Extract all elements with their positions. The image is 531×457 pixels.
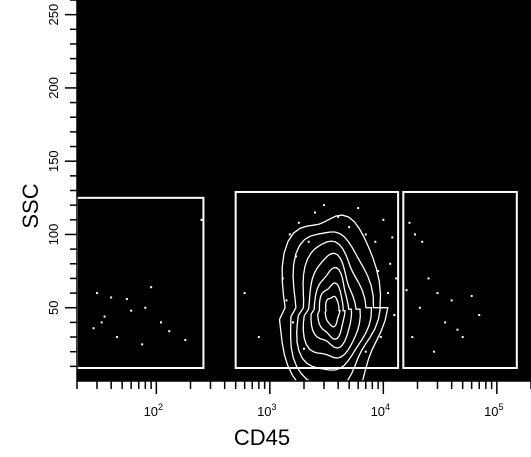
y-tick-label: 250 (46, 4, 61, 26)
data-point (470, 295, 473, 298)
y-tick-label: 150 (46, 150, 61, 172)
contour-4 (302, 252, 361, 359)
y-tick-label: 50 (46, 300, 61, 314)
x-tick-label: 103 (257, 402, 276, 419)
data-point (377, 270, 380, 273)
data-point (348, 226, 351, 229)
data-point (285, 299, 288, 302)
data-point (391, 236, 394, 239)
data-point (387, 292, 390, 295)
data-point (141, 343, 144, 346)
x-axis-label: CD45 (233, 425, 291, 450)
data-point (144, 306, 147, 309)
data-point (436, 292, 439, 295)
data-point (322, 204, 325, 207)
data-point (168, 330, 171, 333)
data-point (150, 286, 153, 289)
data-point (130, 309, 133, 312)
contour-1 (278, 214, 389, 415)
points-layer (92, 204, 481, 353)
data-point (364, 233, 367, 236)
x-tick-label: 102 (144, 402, 163, 419)
contour-7 (324, 295, 341, 328)
data-point (92, 327, 95, 330)
data-point (413, 233, 416, 236)
contour-6 (317, 282, 346, 340)
data-point (125, 297, 128, 300)
contour-5 (310, 266, 353, 349)
y-axis-label: SSC (18, 183, 43, 229)
data-point (395, 277, 398, 280)
data-point (478, 314, 481, 317)
data-point (294, 255, 297, 258)
data-point (427, 277, 430, 280)
y-tick-label: 100 (46, 224, 61, 246)
data-point (408, 221, 411, 224)
data-point (288, 233, 291, 236)
data-point (389, 262, 392, 265)
data-point (110, 296, 113, 299)
data-point (100, 321, 103, 324)
data-point (405, 289, 408, 292)
data-point (95, 292, 98, 295)
data-point (418, 306, 421, 309)
data-point (307, 240, 310, 243)
contour-3 (296, 240, 373, 371)
data-point (184, 338, 187, 341)
data-point (200, 218, 203, 221)
data-point (411, 336, 414, 339)
y-tick-label: 200 (46, 77, 61, 99)
data-point (444, 321, 447, 324)
data-point (292, 321, 295, 324)
data-point (243, 292, 246, 295)
data-point (379, 336, 382, 339)
y-axis: 50 100 150 200 250 (46, 0, 78, 381)
data-point (461, 336, 464, 339)
data-point (160, 321, 163, 324)
data-point (357, 207, 360, 210)
data-point (393, 314, 396, 317)
data-point (337, 215, 340, 218)
contour-2 (289, 231, 382, 391)
data-point (456, 328, 459, 331)
data-point (382, 218, 385, 221)
data-point (421, 240, 424, 243)
data-point (303, 347, 305, 350)
gate-3 (402, 190, 518, 369)
data-point (313, 211, 316, 214)
contours-layer (278, 214, 389, 415)
data-point (115, 336, 118, 339)
data-point (297, 221, 300, 224)
data-point (450, 299, 453, 302)
data-point (433, 350, 436, 353)
x-tick-label: 104 (371, 402, 390, 419)
data-point (281, 277, 284, 280)
x-tick-label: 105 (484, 402, 503, 419)
data-point (103, 315, 106, 318)
x-axis: 102 103 104 105 (76, 380, 531, 419)
data-point (257, 336, 260, 339)
data-point (364, 350, 367, 353)
data-point (374, 240, 377, 243)
